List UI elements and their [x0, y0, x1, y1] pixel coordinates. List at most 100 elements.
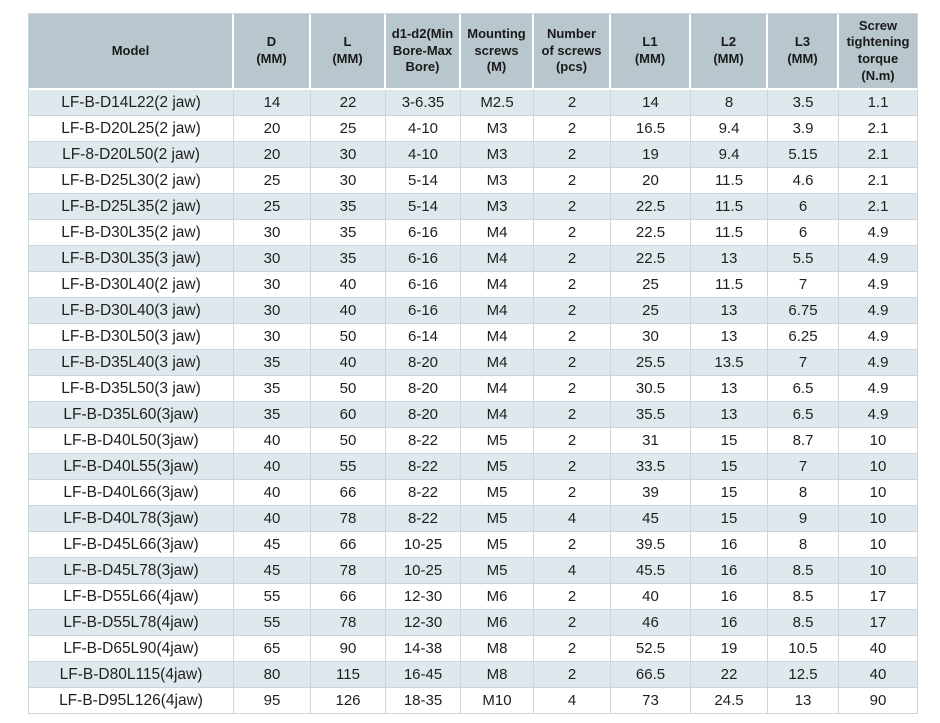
table-cell: LF-B-D40L66(3jaw) [29, 480, 234, 506]
table-cell: M4 [461, 298, 534, 324]
table-cell: 25 [234, 168, 311, 194]
column-header-line: Mounting [467, 26, 526, 42]
table-cell: 35 [311, 246, 386, 272]
table-cell: 4.9 [839, 272, 918, 298]
table-row: LF-B-D95L126(4jaw) 95 126 18-35 M10 4 73 24.5 13… [29, 688, 918, 714]
table-header: Model D (MM) L (MM) d1-d2(Min Bore-Max Bore) Mou… [29, 14, 918, 90]
table-cell: 66.5 [611, 662, 691, 688]
table-cell: 6.5 [768, 376, 839, 402]
table-row: LF-B-D35L50(3 jaw) 35 50 8-20 M4 2 30.5 13 6.5 4.… [29, 376, 918, 402]
table-cell: 78 [311, 506, 386, 532]
table-cell: 9.4 [691, 142, 768, 168]
column-header-line: Number [546, 26, 597, 42]
column-header-line: Model [111, 42, 150, 58]
table-cell: M4 [461, 220, 534, 246]
table-cell: LF-B-D95L126(4jaw) [29, 688, 234, 714]
table-cell: 10.5 [768, 636, 839, 662]
table-cell: 22.5 [611, 194, 691, 220]
table-cell: M5 [461, 428, 534, 454]
table-cell: 12-30 [386, 584, 461, 610]
table-cell: 46 [611, 610, 691, 636]
table-cell: 20 [234, 142, 311, 168]
table-row: LF-8-D20L50(2 jaw) 20 30 4-10 M3 2 19 9.4 5.15 2.… [29, 142, 918, 168]
table-cell: M4 [461, 272, 534, 298]
table-cell: LF-B-D25L35(2 jaw) [29, 194, 234, 220]
table-cell: 2 [534, 194, 611, 220]
table-cell: 16 [691, 584, 768, 610]
column-header-line: L [343, 34, 352, 50]
header-row: Model D (MM) L (MM) d1-d2(Min Bore-Max Bore) Mou… [29, 14, 918, 90]
table-cell: 35 [311, 220, 386, 246]
column-header-line: (pcs) [555, 59, 588, 75]
table-cell: 40 [311, 272, 386, 298]
column-header-line: L1 [642, 34, 658, 50]
table-cell: 50 [311, 324, 386, 350]
table-cell: 17 [839, 584, 918, 610]
table-cell: 10 [839, 454, 918, 480]
table-cell: 40 [839, 636, 918, 662]
table-cell: 90 [839, 688, 918, 714]
table-cell: 55 [234, 610, 311, 636]
table-row: LF-B-D40L66(3jaw) 40 66 8-22 M5 2 39 15 8 10 [29, 480, 918, 506]
table-cell: 2 [534, 298, 611, 324]
column-header-line: d1-d2(Min [391, 26, 454, 42]
table-cell: M6 [461, 610, 534, 636]
table-cell: 10 [839, 558, 918, 584]
table-cell: LF-B-D45L66(3jaw) [29, 532, 234, 558]
table-cell: 25 [311, 116, 386, 142]
table-cell: 8-22 [386, 454, 461, 480]
table-cell: 2.1 [839, 142, 918, 168]
table-cell: 16-45 [386, 662, 461, 688]
table-cell: 40 [234, 454, 311, 480]
table-cell: 22.5 [611, 220, 691, 246]
table-cell: 45.5 [611, 558, 691, 584]
table-cell: 31 [611, 428, 691, 454]
table-cell: 25 [611, 298, 691, 324]
table-cell: M4 [461, 402, 534, 428]
table-cell: 15 [691, 480, 768, 506]
table-cell: 78 [311, 558, 386, 584]
table-cell: M4 [461, 324, 534, 350]
table-cell: 8 [691, 90, 768, 116]
table-cell: 10 [839, 532, 918, 558]
table-cell: 39 [611, 480, 691, 506]
table-cell: M4 [461, 376, 534, 402]
column-header-line: tightening [846, 34, 910, 50]
specs-table-container: Model D (MM) L (MM) d1-d2(Min Bore-Max Bore) Mou… [28, 13, 918, 714]
table-cell: 15 [691, 428, 768, 454]
table-cell: LF-B-D45L78(3jaw) [29, 558, 234, 584]
column-header-line: Bore) [405, 59, 440, 75]
table-row: LF-B-D65L90(4jaw) 65 90 14-38 M8 2 52.5 19 10.5 4… [29, 636, 918, 662]
table-cell: 30 [234, 220, 311, 246]
table-cell: 4.9 [839, 376, 918, 402]
table-cell: 14 [234, 90, 311, 116]
column-header-line: (MM) [787, 51, 818, 66]
table-cell: 13 [691, 324, 768, 350]
table-cell: 6.75 [768, 298, 839, 324]
column-header-l1-mm: L1 (MM) [611, 14, 691, 90]
table-cell: 2 [534, 246, 611, 272]
table-cell: 8 [768, 480, 839, 506]
table-row: LF-B-D40L55(3jaw) 40 55 8-22 M5 2 33.5 15 7 10 [29, 454, 918, 480]
table-cell: 14-38 [386, 636, 461, 662]
table-cell: 2 [534, 90, 611, 116]
table-cell: 8.5 [768, 610, 839, 636]
table-cell: 2 [534, 636, 611, 662]
table-cell: 2 [534, 272, 611, 298]
table-cell: 65 [234, 636, 311, 662]
table-cell: 6-16 [386, 298, 461, 324]
table-cell: 8-20 [386, 376, 461, 402]
table-cell: 16.5 [611, 116, 691, 142]
table-cell: 24.5 [691, 688, 768, 714]
table-cell: 16 [691, 532, 768, 558]
table-cell: 4 [534, 688, 611, 714]
column-header-line: (MM) [713, 51, 744, 66]
table-cell: 20 [611, 168, 691, 194]
table-cell: M8 [461, 636, 534, 662]
table-cell: 17 [839, 610, 918, 636]
column-header-line: (MM) [634, 51, 666, 66]
column-header-line: Screw [858, 17, 898, 33]
table-cell: 15 [691, 454, 768, 480]
table-cell: LF-B-D40L78(3jaw) [29, 506, 234, 532]
table-cell: 15 [691, 506, 768, 532]
